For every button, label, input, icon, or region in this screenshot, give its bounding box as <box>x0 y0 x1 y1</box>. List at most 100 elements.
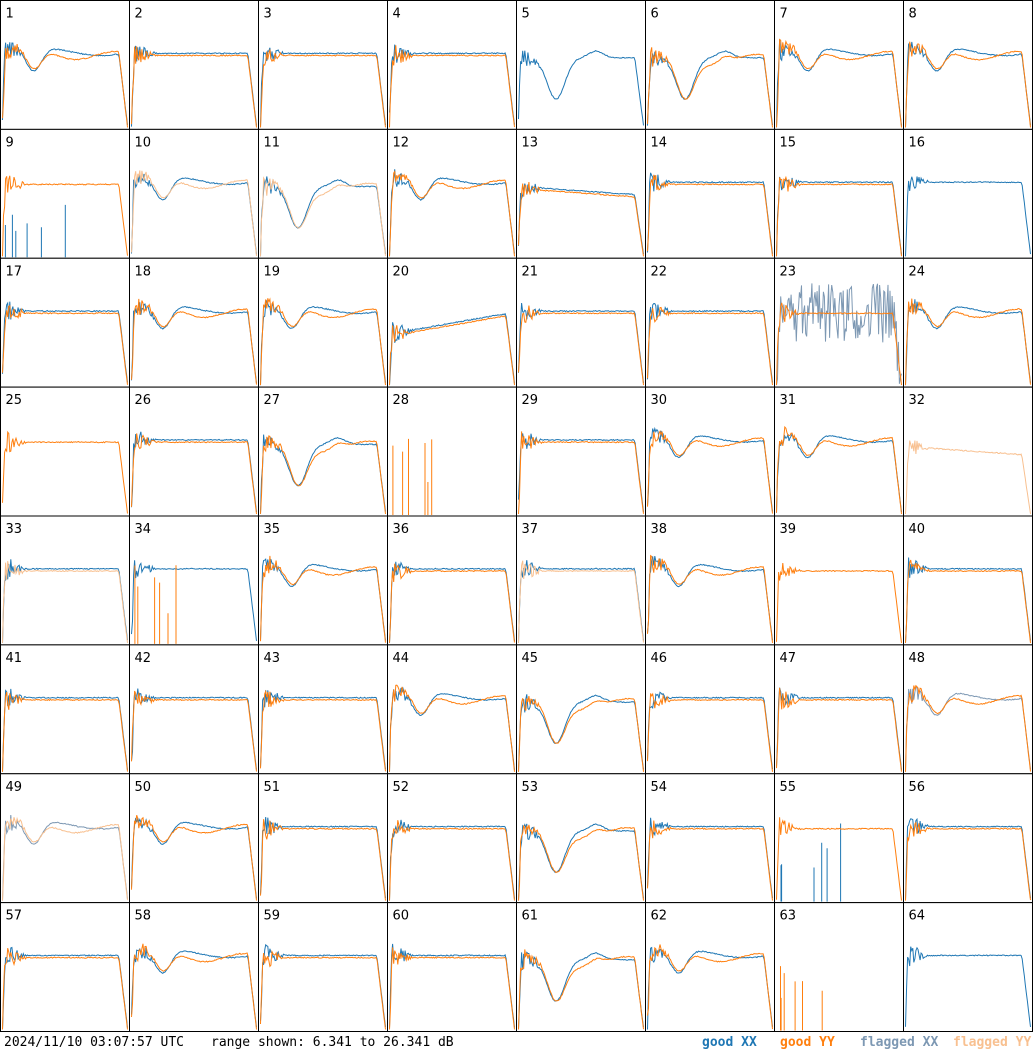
panel-frame <box>903 515 1033 646</box>
panel-64: 64 <box>903 902 1033 1032</box>
panel-label: 5 <box>522 7 530 22</box>
trace-yy <box>647 306 773 386</box>
legend-good-xx: good XX <box>702 1035 757 1050</box>
panel-label: 4 <box>393 7 401 22</box>
panel-label: 19 <box>264 264 281 279</box>
panel-frame <box>645 128 775 259</box>
panel-label: 25 <box>6 393 23 408</box>
trace-yy <box>905 298 1031 386</box>
panel-5: 5 <box>516 0 646 130</box>
panel-52: 52 <box>387 773 517 904</box>
panel-label: 39 <box>780 522 797 537</box>
trace-yy <box>389 170 515 257</box>
panel-40: 40 <box>903 515 1033 646</box>
panel-label: 32 <box>909 393 926 408</box>
trace-yy <box>260 297 386 386</box>
panel-label: 2 <box>135 7 143 22</box>
panel-21: 21 <box>516 257 646 388</box>
panel-2: 2 <box>129 0 259 130</box>
trace-yy <box>131 46 257 128</box>
panel-label: 41 <box>6 651 23 666</box>
trace-xx <box>518 951 644 1030</box>
panel-7: 7 <box>774 0 904 130</box>
trace-yy <box>131 298 257 385</box>
trace-xx <box>131 45 257 127</box>
panel-label: 23 <box>780 264 797 279</box>
panel-10: 10 <box>129 128 259 259</box>
panel-34: 34 <box>129 515 259 646</box>
panel-label: 44 <box>393 651 410 666</box>
trace-xx <box>4 204 66 258</box>
trace-xx <box>131 302 257 384</box>
trace-yy <box>776 38 902 128</box>
panel-frame <box>645 902 775 1032</box>
trace-yy <box>905 559 1031 643</box>
legend-good-yy: good YY <box>780 1035 835 1050</box>
trace-yy <box>647 692 773 772</box>
trace-xx <box>518 694 644 772</box>
panel-frame <box>774 0 904 130</box>
panel-33: 33 <box>0 515 130 646</box>
trace-xx <box>2 814 128 901</box>
trace-xx <box>260 558 386 641</box>
panel-57: 57 <box>0 902 130 1032</box>
panel-frame <box>129 902 259 1032</box>
panel-frame <box>387 644 517 775</box>
panel-label: 6 <box>651 7 659 22</box>
trace-yy <box>2 816 128 901</box>
panel-17: 17 <box>0 257 130 388</box>
panel-label: 53 <box>522 780 539 795</box>
panel-51: 51 <box>258 773 388 904</box>
trace-xx <box>260 816 386 899</box>
panel-22: 22 <box>645 257 775 388</box>
panel-label: 40 <box>909 522 926 537</box>
trace-yy <box>518 560 644 643</box>
panel-41: 41 <box>0 644 130 775</box>
panel-label: 10 <box>135 135 152 150</box>
trace-yy <box>2 691 128 772</box>
panel-label: 58 <box>135 909 152 924</box>
trace-xx <box>260 299 386 386</box>
trace-yy <box>260 555 386 643</box>
panel-frame <box>645 644 775 775</box>
panel-frame <box>387 515 517 646</box>
panel-frame <box>258 902 388 1032</box>
panel-label: 1 <box>6 7 14 22</box>
panel-frame <box>774 902 904 1032</box>
trace-xx <box>518 50 644 126</box>
panel-9: 9 <box>0 128 130 259</box>
panel-frame <box>645 515 775 646</box>
trace-yy <box>518 305 644 386</box>
panel-24: 24 <box>903 257 1033 388</box>
panel-46: 46 <box>645 644 775 775</box>
panel-frame <box>516 0 646 130</box>
trace-xx <box>131 947 257 1028</box>
panel-frame <box>0 0 130 130</box>
trace-xx <box>776 687 902 770</box>
panel-label: 38 <box>651 522 668 537</box>
trace-yy <box>776 687 902 772</box>
trace-xx <box>905 817 1031 900</box>
panel-frame <box>645 773 775 904</box>
trace-yy <box>389 684 515 772</box>
panel-frame <box>903 902 1033 1032</box>
panel-label: 48 <box>909 651 926 666</box>
panel-13: 13 <box>516 128 646 259</box>
panel-frame <box>774 515 904 646</box>
panel-label: 12 <box>393 135 410 150</box>
trace-yy <box>647 944 773 1030</box>
panel-frame <box>903 773 1033 904</box>
panel-42: 42 <box>129 644 259 775</box>
panel-label: 54 <box>651 780 668 795</box>
panel-29: 29 <box>516 386 646 517</box>
panel-label: 9 <box>6 135 14 150</box>
trace-yy <box>389 315 515 386</box>
panel-label: 56 <box>909 780 926 795</box>
panel-1: 1 <box>0 0 130 130</box>
panel-label: 60 <box>393 909 410 924</box>
panel-frame <box>129 0 259 130</box>
trace-yy <box>647 820 773 901</box>
trace-xx <box>905 176 1031 257</box>
panel-frame <box>516 257 646 388</box>
trace-xx <box>389 312 515 386</box>
